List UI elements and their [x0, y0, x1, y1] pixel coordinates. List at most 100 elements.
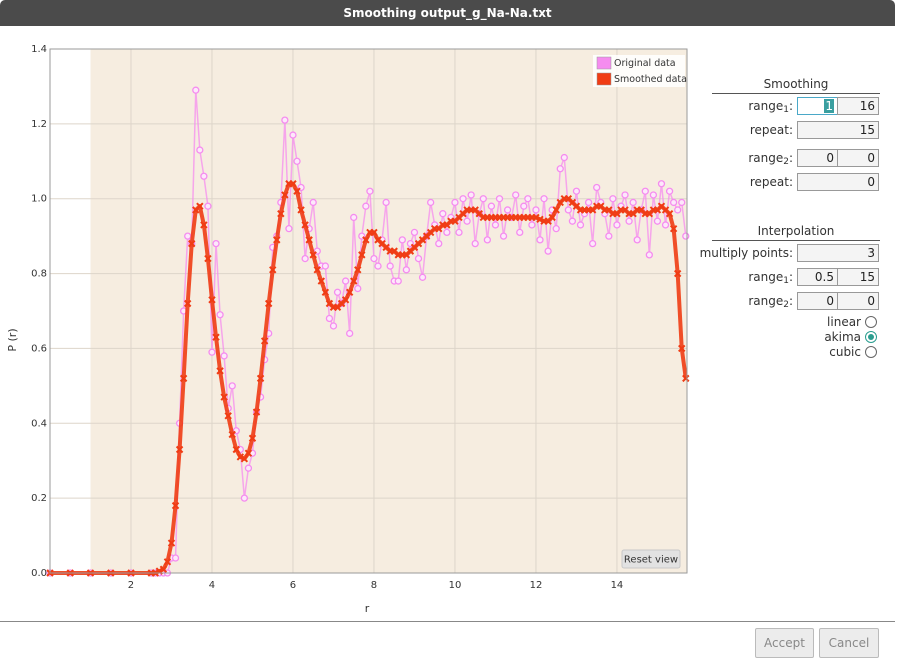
data-point [362, 202, 370, 210]
input-field[interactable]: 0.5 [797, 268, 838, 286]
radio-button[interactable] [865, 331, 877, 343]
data-point [358, 251, 366, 259]
data-point [281, 116, 289, 124]
data-point [414, 254, 423, 263]
label-text: range [748, 270, 784, 284]
data-point [171, 554, 180, 562]
data-point [167, 539, 176, 547]
cancel-button[interactable]: Cancel [819, 628, 879, 658]
section-divider [712, 240, 880, 241]
data-point [212, 333, 220, 341]
x-tick-label: 4 [209, 580, 215, 591]
input-field[interactable]: 15 [837, 268, 879, 286]
data-point [463, 217, 471, 225]
data-point [329, 322, 338, 330]
data-point [536, 236, 544, 244]
legend-swatch [596, 56, 612, 70]
x-tick-label: 2 [128, 580, 134, 591]
data-point [192, 86, 200, 94]
data-point [491, 221, 500, 229]
label-text: range [748, 99, 784, 113]
data-point [240, 455, 249, 463]
label-colon: : [788, 294, 793, 308]
data-point [264, 299, 273, 308]
y-tick-label: 1.4 [31, 44, 47, 55]
data-point [370, 228, 378, 237]
radio-button[interactable] [865, 346, 877, 358]
x-axis-label: r [365, 602, 370, 615]
data-point [459, 195, 467, 203]
data-point [645, 251, 653, 259]
data-point [317, 277, 326, 285]
data-point [204, 202, 212, 210]
data-point [613, 221, 621, 229]
input-field[interactable]: 15 [797, 121, 879, 139]
data-point [277, 209, 285, 218]
data-point [321, 288, 330, 296]
data-point [483, 236, 492, 244]
data-point [366, 187, 374, 195]
input-field[interactable]: 1 [797, 97, 838, 115]
data-point [232, 445, 240, 454]
data-point [289, 180, 297, 188]
data-point [321, 262, 330, 270]
data-point [649, 191, 658, 199]
input-field[interactable]: 0 [837, 149, 879, 167]
data-point [653, 217, 662, 225]
data-point [350, 213, 358, 222]
chart: r P (r) Original data Smoothed data Reset… [6, 44, 690, 615]
input-field[interactable]: 3 [797, 244, 879, 262]
data-point [289, 131, 297, 139]
data-point [552, 225, 560, 233]
label-subscript: 1 [783, 276, 789, 286]
input-field[interactable]: 0 [837, 292, 879, 310]
data-point [560, 153, 568, 162]
y-tick-label: 0.4 [31, 418, 47, 429]
data-point [609, 195, 617, 203]
input-field[interactable]: 16 [837, 97, 879, 115]
data-point [418, 273, 427, 281]
reset-view-label: Reset view [624, 555, 678, 566]
data-point [410, 228, 419, 237]
label-subscript: 2 [783, 300, 789, 310]
data-point [216, 311, 224, 319]
accept-button[interactable]: Accept [755, 628, 814, 658]
data-point [427, 198, 435, 207]
data-point [572, 187, 581, 195]
label-colon: : [788, 151, 793, 165]
label-subscript: 2 [783, 157, 789, 167]
field-value: 0 [826, 151, 834, 165]
label-colon: : [788, 99, 793, 113]
data-point [301, 254, 309, 263]
label-subscript: 1 [783, 105, 789, 115]
data-point [673, 269, 682, 278]
data-point [633, 236, 641, 244]
field-label: range2: [700, 149, 793, 171]
input-field[interactable]: 0 [797, 149, 838, 167]
y-axis-label: P (r) [6, 328, 19, 351]
data-point [333, 288, 342, 296]
x-tick-label: 6 [290, 580, 296, 591]
data-point [305, 236, 313, 244]
input-field[interactable]: 0 [797, 292, 838, 310]
field-label: range2: [700, 292, 793, 314]
reset-view-button[interactable] [621, 549, 681, 569]
data-point [200, 172, 208, 180]
data-point [665, 209, 674, 218]
field-value: 15 [859, 123, 875, 137]
data-point [657, 180, 666, 188]
data-point [341, 277, 350, 285]
data-point [471, 239, 479, 248]
field-value: 0.5 [814, 270, 834, 284]
x-tick-label: 12 [530, 580, 543, 591]
radio-button[interactable] [865, 316, 877, 328]
data-point [548, 213, 556, 222]
field-label: range1: [700, 97, 793, 119]
label-text: range [748, 151, 784, 165]
data-point [605, 232, 613, 240]
field-value: 0 [867, 151, 875, 165]
input-field[interactable]: 0 [797, 173, 879, 191]
legend-label: Smoothed data [614, 74, 687, 85]
data-point [175, 445, 184, 454]
data-point [540, 195, 548, 203]
